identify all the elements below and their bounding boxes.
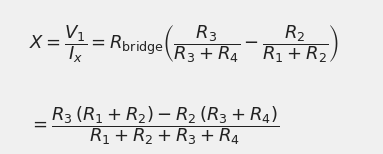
Text: $= \dfrac{R_3\,(R_1 + R_2) - R_2\,(R_3 + R_4)}{R_1 + R_2 + R_3 + R_4}$: $= \dfrac{R_3\,(R_1 + R_2) - R_2\,(R_3 +…: [29, 104, 279, 147]
Text: $X = \dfrac{V_1}{I_x} = R_{\mathrm{bridge}} \left( \dfrac{R_3}{R_3+R_4} - \dfrac: $X = \dfrac{V_1}{I_x} = R_{\mathrm{bridg…: [29, 23, 339, 65]
